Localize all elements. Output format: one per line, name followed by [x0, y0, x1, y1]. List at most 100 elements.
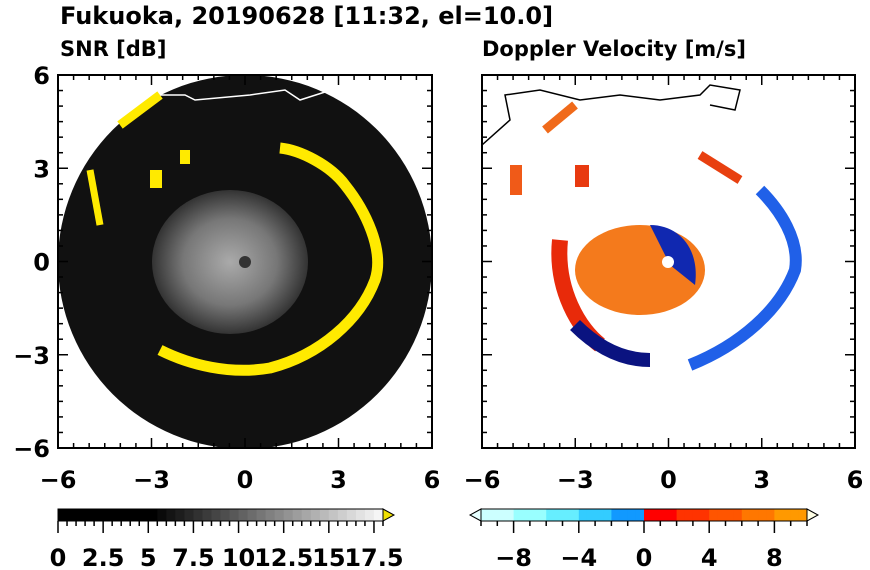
- colorbar-swatch: [283, 509, 294, 521]
- snr-echo-patch: [150, 170, 162, 188]
- x-tick-label: 6: [424, 466, 441, 494]
- colorbar-swatch: [619, 509, 629, 521]
- radar-site: [662, 256, 674, 268]
- colorbar-swatch: [595, 509, 604, 521]
- colorbar-swatch: [337, 509, 348, 521]
- snr-image: [58, 75, 432, 448]
- colorbar-swatch: [611, 509, 621, 521]
- colorbar-swatch: [238, 509, 249, 521]
- colorbar-swatch: [94, 509, 104, 521]
- colorbar-label: 10: [222, 544, 255, 570]
- doppler-echo: [697, 151, 743, 184]
- colorbar-swatch: [148, 509, 158, 521]
- colorbar-swatch: [58, 509, 68, 521]
- colorbar-label: −8: [495, 544, 532, 570]
- colorbar-label: 8: [766, 544, 783, 570]
- colorbar-label: 0: [636, 544, 653, 570]
- colorbar-swatch: [562, 509, 572, 521]
- snr-clutter-center: [152, 190, 308, 334]
- colorbar-swatch: [790, 509, 800, 521]
- colorbar-swatch: [586, 509, 596, 521]
- colorbar-swatch: [346, 509, 357, 521]
- colorbar-swatch: [103, 509, 113, 521]
- colorbar-swatch: [733, 509, 743, 521]
- colorbar-swatch: [546, 509, 555, 521]
- y-tick-label: 3: [33, 155, 50, 183]
- colorbar-swatch: [202, 509, 212, 521]
- x-tick-label: 3: [753, 466, 770, 494]
- colorbar-swatch: [364, 509, 375, 521]
- colorbar-swatch: [766, 509, 775, 521]
- colorbar-swatch: [521, 509, 531, 521]
- colorbar-swatch: [554, 509, 563, 521]
- radar-site: [239, 256, 251, 268]
- y-tick-label: 6: [33, 62, 50, 90]
- colorbar-swatch: [301, 509, 312, 521]
- colorbar-swatch: [627, 509, 637, 521]
- doppler-echo-ring-southwest: [570, 319, 651, 367]
- colorbar-label: 4: [701, 544, 718, 570]
- colorbar-swatch: [709, 509, 718, 521]
- snr-echo-arc: [117, 91, 163, 129]
- colorbar-swatch: [684, 509, 694, 521]
- colorbar-swatch: [211, 509, 221, 521]
- colorbar-label: 15: [312, 544, 345, 570]
- doppler-echo: [575, 165, 589, 187]
- colorbar-label: 0: [50, 544, 67, 570]
- colorbar-swatch: [310, 509, 321, 521]
- colorbar-swatch: [701, 509, 710, 521]
- colorbar-swatch: [76, 509, 86, 521]
- x-tick-label: −6: [40, 466, 77, 494]
- coastline: [482, 84, 741, 146]
- doppler-image: [482, 84, 802, 371]
- colorbar-label: −4: [560, 544, 597, 570]
- colorbar-swatch: [513, 509, 523, 521]
- x-tick-label: −6: [464, 466, 501, 494]
- colorbar-extend-min: [468, 508, 482, 522]
- colorbar-swatch: [603, 509, 612, 521]
- colorbar-swatch: [635, 509, 645, 521]
- colorbar-swatch: [741, 509, 751, 521]
- colorbar-swatch: [292, 509, 303, 521]
- colorbar-swatch: [121, 509, 131, 521]
- colorbar-swatch: [139, 509, 149, 521]
- x-tick-label: −3: [133, 466, 170, 494]
- doppler-echo: [510, 165, 522, 195]
- colorbar-swatch: [175, 509, 185, 521]
- colorbar-swatch: [505, 509, 515, 521]
- colorbar-swatch: [644, 509, 653, 521]
- colorbar-swatch: [782, 509, 792, 521]
- y-tick-label: −6: [13, 435, 50, 463]
- colorbar-swatch: [319, 509, 330, 521]
- colorbar-swatch: [355, 509, 366, 521]
- colorbar-swatch: [130, 509, 140, 521]
- colorbar-swatch: [758, 509, 767, 521]
- colorbar-swatch: [85, 509, 95, 521]
- colorbar-swatch: [798, 509, 808, 521]
- panel-title-snr: SNR [dB]: [60, 37, 166, 61]
- x-tick-label: −3: [557, 466, 594, 494]
- colorbar-swatch: [529, 509, 539, 521]
- colorbar-swatch: [274, 509, 285, 521]
- colorbar-swatch: [570, 509, 580, 521]
- colorbar-swatch: [749, 509, 759, 521]
- colorbar-swatch: [668, 509, 678, 521]
- colorbar-swatch: [184, 509, 194, 521]
- colorbar-label: 12.5: [254, 544, 313, 570]
- colorbar-extend-max: [806, 508, 820, 522]
- snr-echo-ring: [157, 142, 384, 376]
- colorbar-label: 17.5: [344, 544, 403, 570]
- colorbar-swatch: [725, 509, 735, 521]
- colorbar-swatch: [256, 509, 267, 521]
- colorbar-swatch: [481, 509, 490, 521]
- colorbar-swatch: [328, 509, 339, 521]
- colorbar-swatch: [220, 509, 231, 521]
- x-tick-label: 6: [847, 466, 864, 494]
- colorbar-swatch: [229, 509, 240, 521]
- colorbar-swatch: [774, 509, 784, 521]
- colorbar-extend-max: [382, 508, 396, 522]
- colorbar-label: 5: [140, 544, 157, 570]
- colorbar-swatch: [497, 509, 506, 521]
- colorbar-swatch: [157, 509, 167, 521]
